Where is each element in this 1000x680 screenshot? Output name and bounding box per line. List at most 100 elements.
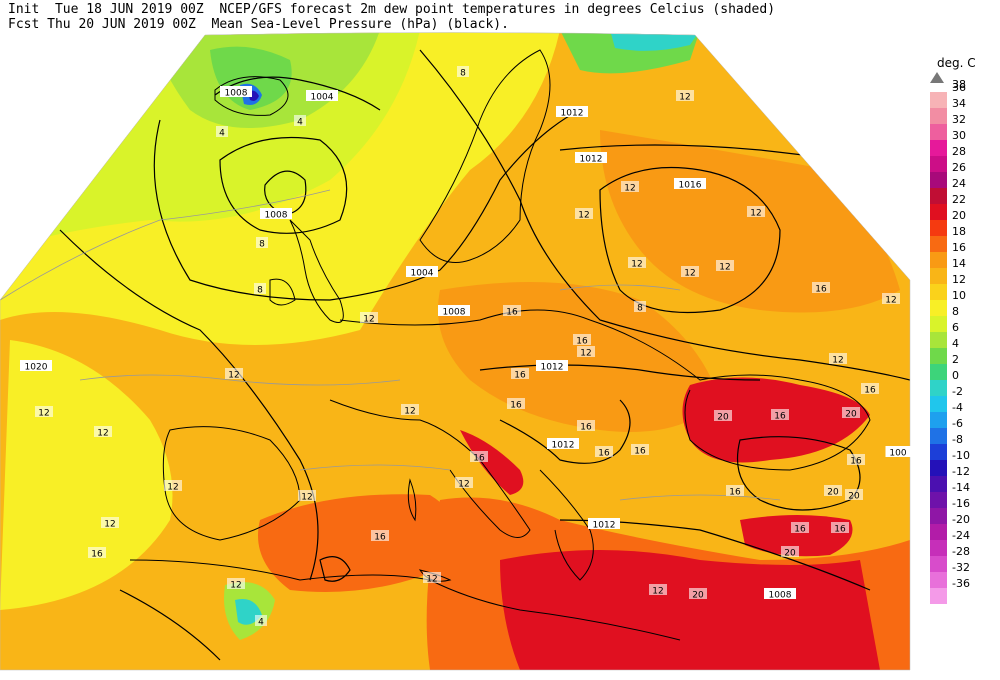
legend-swatch	[930, 540, 947, 556]
dewpoint-label-box	[371, 530, 389, 541]
dewpoint-label-text: 16	[510, 401, 522, 411]
dewpoint-label: 12	[621, 181, 639, 194]
header-line-2: Fcst Thu 20 JUN 2019 00Z Mean Sea-Level …	[8, 17, 509, 32]
dewpoint-label: 12	[649, 584, 667, 597]
dewpoint-label: 16	[88, 547, 106, 560]
isobar-label-text: 1004	[411, 269, 434, 279]
dewpoint-label-box	[829, 353, 847, 364]
dewpoint-label-text: 12	[167, 483, 178, 493]
legend-value: 34	[952, 97, 966, 110]
dewpoint-label-text: 20	[848, 492, 860, 502]
dewpoint-label-box	[595, 446, 613, 457]
legend-swatch	[930, 252, 947, 268]
legend-entry: -2	[930, 385, 1000, 412]
legend-value: 12	[952, 273, 966, 286]
legend-value: -14	[952, 481, 970, 494]
dewpoint-label-box	[507, 398, 525, 409]
isobar-label: 1012	[536, 360, 568, 373]
isobar-label-box	[20, 360, 52, 371]
isobar-label-box	[547, 438, 579, 449]
legend-swatch	[930, 476, 947, 492]
legend-value: 10	[952, 289, 966, 302]
dewpoint-label-box	[164, 480, 182, 491]
legend-swatch	[930, 364, 947, 380]
dewpoint-contours	[0, 189, 781, 501]
dewpoint-label-box	[94, 426, 112, 437]
dewpoint-label-box	[401, 404, 419, 415]
dewpoint-label-text: 12	[631, 260, 642, 270]
legend-entry: -16	[930, 497, 1000, 524]
isobar-label: 100	[885, 446, 911, 459]
legend-value: 30	[952, 129, 966, 142]
dewpoint-label-box	[575, 208, 593, 219]
dewpoint-label-text: 12	[230, 581, 241, 591]
isobar-label-text: 1012	[552, 441, 575, 451]
dewpoint-label-box	[689, 588, 707, 599]
isobar-label: 1008	[260, 208, 292, 221]
dewpoint-label: 12	[101, 517, 119, 530]
legend-value: 22	[952, 193, 966, 206]
dewpoint-label-text: 16	[834, 525, 846, 535]
dewpoint-label-box	[771, 409, 789, 420]
dewpoint-label-text: 16	[729, 488, 741, 498]
isobar-label-text: 1008	[443, 308, 466, 318]
legend-value: -24	[952, 529, 970, 542]
legend-swatch	[930, 572, 947, 588]
dewpoint-label: 12	[225, 368, 243, 381]
dewpoint-label-text: 8	[460, 69, 466, 79]
legend-entry: -12	[930, 465, 1000, 492]
dewpoint-label: 20	[824, 485, 842, 498]
isobar-label-box	[556, 106, 588, 117]
isobar-label: 1004	[306, 90, 338, 103]
legend-swatch	[930, 204, 947, 220]
dewpoint-label: 4	[255, 615, 267, 628]
isobar-label-text: 1012	[541, 363, 564, 373]
legend-value: -28	[952, 545, 970, 558]
legend-value: 8	[952, 305, 959, 318]
isobar-label-text: 1012	[593, 521, 616, 531]
dewpoint-label-text: 16	[598, 449, 610, 459]
dewpoint-label-text: 20	[827, 488, 839, 498]
dewpoint-label-box	[423, 572, 441, 583]
isobar-label-text: 1012	[580, 155, 603, 165]
legend-entry: 10	[930, 289, 1000, 316]
legend-swatch	[930, 92, 947, 108]
dewpoint-label: 4	[294, 115, 306, 128]
dewpoint-label-box	[577, 346, 595, 357]
legend-entry: 26	[930, 161, 1000, 188]
isobar-label: 1012	[556, 106, 588, 119]
dewpoint-label-text: 12	[301, 493, 312, 503]
isobar-label-box	[438, 305, 470, 316]
dewpoint-label: 16	[771, 409, 789, 422]
dewpoint-label: 16	[595, 446, 613, 459]
dewpoint-label-box	[457, 66, 469, 77]
legend-entry: -4	[930, 401, 1000, 428]
dewpoint-label-text: 16	[374, 533, 386, 543]
legend-swatch	[930, 124, 947, 140]
legend-entry: -32	[930, 561, 1000, 588]
isobar-label-text: 1020	[25, 363, 48, 373]
isobar-label: 1012	[547, 438, 579, 451]
isobar-label-box	[220, 86, 252, 97]
dewpoint-label-box	[681, 266, 699, 277]
dewpoint-label: 12	[577, 346, 595, 359]
dewpoint-label: 16	[812, 282, 830, 295]
map-title-line-2: Mean Sea-Level Pressure (hPa) (black).	[211, 17, 509, 32]
dewpoint-label-box	[747, 206, 765, 217]
dewpoint-label-box	[35, 406, 53, 417]
isobar-label-box	[575, 152, 607, 163]
map-frame	[0, 32, 911, 671]
dewpoint-label-box	[628, 257, 646, 268]
dewpoint-label-box	[470, 451, 488, 462]
dewpoint-label-text: 12	[104, 520, 115, 530]
legend-entry: 12	[930, 273, 1000, 300]
dewpoint-label-text: 16	[514, 371, 526, 381]
dewpoint-label-text: 12	[458, 480, 469, 490]
dewpoint-label-text: 12	[750, 209, 761, 219]
legend-value: -32	[952, 561, 970, 574]
dewpoint-label: 16	[503, 305, 521, 318]
legend-value: 6	[952, 321, 959, 334]
dewpoint-label-text: 16	[850, 457, 862, 467]
